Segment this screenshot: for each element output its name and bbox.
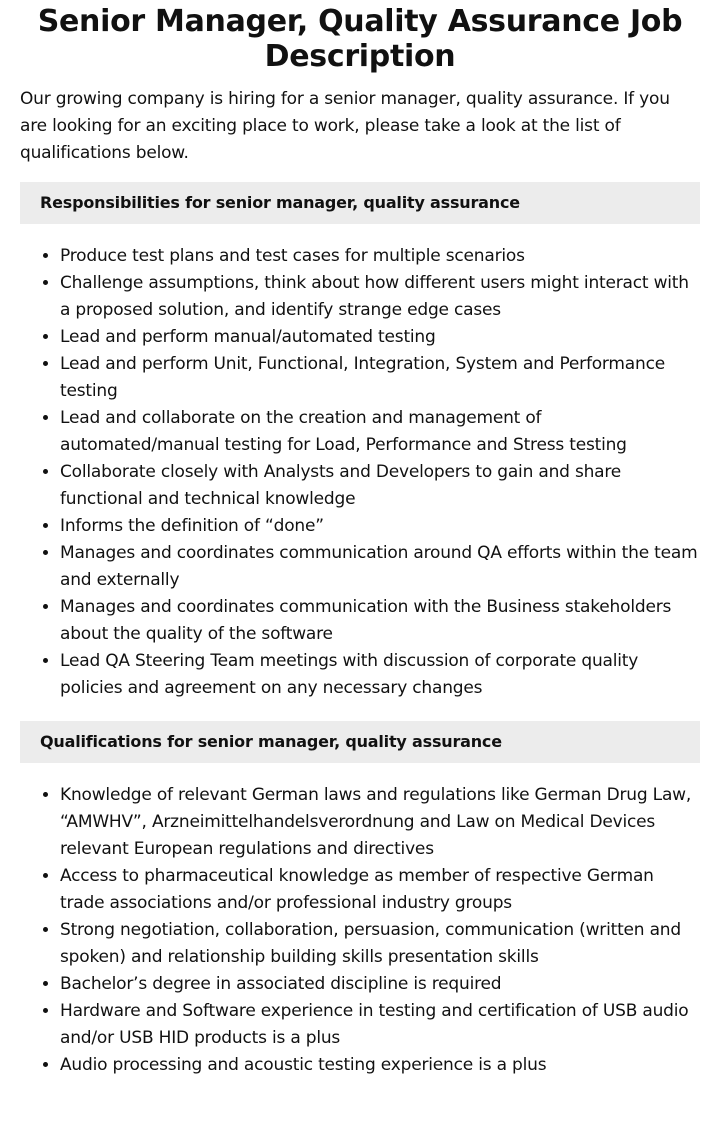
list-item: Challenge assumptions, think about how d…	[60, 270, 700, 324]
list-item: Collaborate closely with Analysts and De…	[60, 459, 700, 513]
responsibilities-list: Produce test plans and test cases for mu…	[20, 243, 700, 702]
list-item: Access to pharmaceutical knowledge as me…	[60, 863, 700, 917]
job-description: Senior Manager, Quality Assurance Job De…	[0, 4, 720, 1079]
list-item: Manages and coordinates communication wi…	[60, 594, 700, 648]
responsibilities-heading: Responsibilities for senior manager, qua…	[20, 182, 700, 224]
list-item: Hardware and Software experience in test…	[60, 998, 700, 1052]
list-item: Audio processing and acoustic testing ex…	[60, 1052, 700, 1079]
list-item: Lead QA Steering Team meetings with disc…	[60, 648, 700, 702]
list-item: Lead and perform Unit, Functional, Integ…	[60, 351, 700, 405]
list-item: Lead and collaborate on the creation and…	[60, 405, 700, 459]
list-item: Manages and coordinates communication ar…	[60, 540, 700, 594]
list-item: Knowledge of relevant German laws and re…	[60, 782, 700, 863]
list-item: Lead and perform manual/automated testin…	[60, 324, 700, 351]
list-item: Produce test plans and test cases for mu…	[60, 243, 700, 270]
list-item: Informs the definition of “done”	[60, 513, 700, 540]
list-item: Strong negotiation, collaboration, persu…	[60, 917, 700, 971]
intro-paragraph: Our growing company is hiring for a seni…	[20, 89, 670, 163]
qualifications-list: Knowledge of relevant German laws and re…	[20, 782, 700, 1079]
qualifications-heading: Qualifications for senior manager, quali…	[20, 721, 700, 763]
list-item: Bachelor’s degree in associated discipli…	[60, 971, 700, 998]
page-title: Senior Manager, Quality Assurance Job De…	[37, 4, 683, 74]
